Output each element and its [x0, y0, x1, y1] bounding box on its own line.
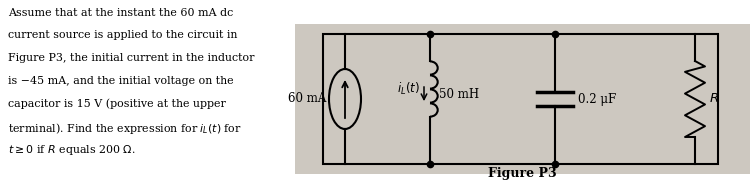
Text: current source is applied to the circuit in: current source is applied to the circuit…	[8, 31, 238, 41]
Text: Figure P3: Figure P3	[488, 167, 556, 180]
Text: Assume that at the instant the 60 mA dc: Assume that at the instant the 60 mA dc	[8, 8, 233, 18]
Text: $i_L(t)$: $i_L(t)$	[397, 81, 420, 97]
Text: 60 mA: 60 mA	[287, 92, 326, 106]
Text: 0.2 μF: 0.2 μF	[578, 92, 616, 106]
Text: capacitor is 15 V (positive at the upper: capacitor is 15 V (positive at the upper	[8, 98, 226, 108]
Text: $R$: $R$	[709, 92, 719, 106]
Bar	[323, 34, 718, 164]
Text: is −45 mA, and the initial voltage on the: is −45 mA, and the initial voltage on th…	[8, 76, 234, 86]
Text: 50 mH: 50 mH	[439, 88, 479, 100]
Text: terminal). Find the expression for $i_L(t)$ for: terminal). Find the expression for $i_L(…	[8, 120, 242, 136]
Text: Figure P3, the initial current in the inductor: Figure P3, the initial current in the in…	[8, 53, 254, 63]
Bar	[295, 24, 750, 174]
Text: $t\geq 0$ if $R$ equals 200 $\Omega$.: $t\geq 0$ if $R$ equals 200 $\Omega$.	[8, 143, 135, 157]
